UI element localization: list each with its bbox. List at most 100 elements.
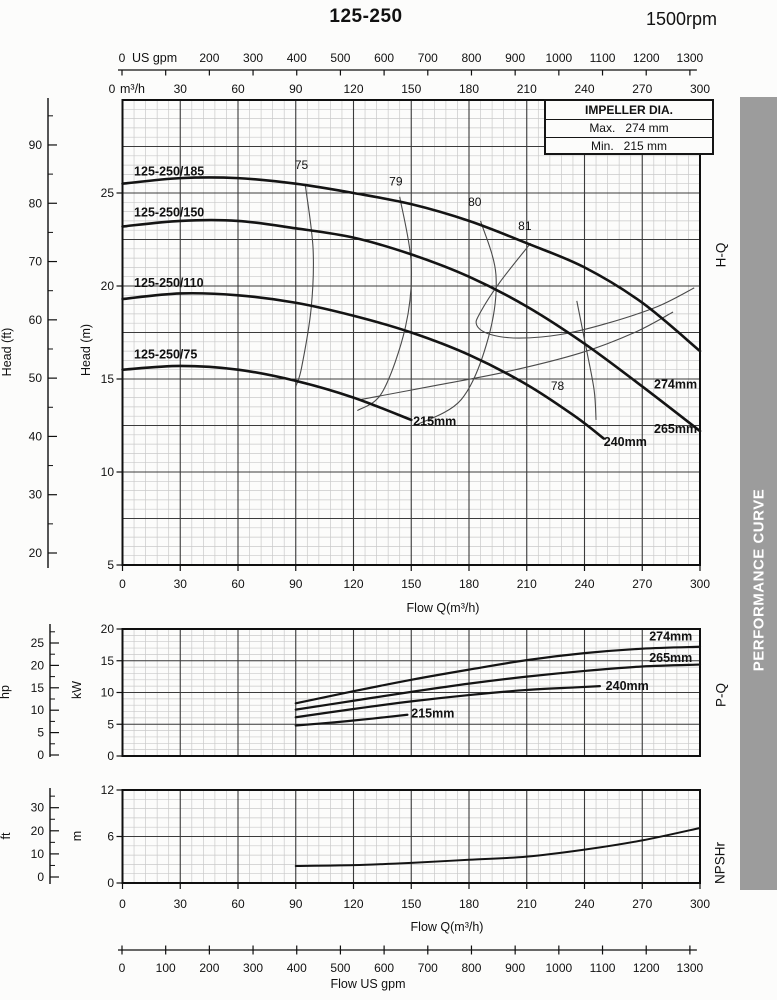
impeller-max-value: 274 mm <box>625 121 669 135</box>
tick-label: 5 <box>107 717 114 731</box>
tick-label: 30 <box>174 82 188 96</box>
impeller-dia-box: IMPELLER DIA. Max. 274 mm Min. 215 mm <box>544 99 714 155</box>
curve-label: 274mm <box>649 629 692 643</box>
tick-label: 400 <box>287 961 307 975</box>
efficiency-contour <box>414 220 497 426</box>
pump-speed-label: 1500rpm <box>646 9 718 29</box>
hq-chart: 5 10 15 20 25 Head (m) 0 30 60 90 120 150 180 210 240 2… <box>0 98 710 615</box>
tick-label: 60 <box>231 897 245 911</box>
tick-label: 900 <box>505 51 525 65</box>
tick-label: 0 <box>119 897 126 911</box>
impeller-max-row: Max. 274 mm <box>546 120 712 137</box>
bottom-usgpm-label: Flow US gpm <box>330 977 405 991</box>
tick-label: 25 <box>31 636 45 650</box>
hq-x-axis: 0 30 60 90 120 150 180 210 240 270 300 Flow Q(m³/h) <box>119 565 710 615</box>
tick-label: 15 <box>31 681 45 695</box>
tick-label: 80 <box>29 196 43 210</box>
tick-label: 210 <box>517 577 537 591</box>
tick-label: 60 <box>231 577 245 591</box>
tick-label: 0 <box>119 51 126 65</box>
tick-label: 90 <box>29 138 43 152</box>
curve-label: 265mm <box>649 651 692 665</box>
performance-curve-sidebar-label: PERFORMANCE CURVE <box>750 488 767 672</box>
tick-label: 1100 <box>590 51 616 65</box>
tick-label: 240 <box>574 897 594 911</box>
tick-label: 15 <box>101 372 115 386</box>
np-xlabel: Flow Q(m³/h) <box>411 920 484 934</box>
curve-NPSHr <box>294 826 701 867</box>
hq-y-axis: 5 10 15 20 25 Head (m) <box>79 186 123 572</box>
tick-label: 20 <box>101 622 115 636</box>
tick-label: 20 <box>29 546 43 560</box>
tick-label: 30 <box>31 801 45 815</box>
tick-label: 1000 <box>545 51 572 65</box>
impeller-min-label: Min. <box>590 139 614 153</box>
np-ylabel: m <box>70 831 84 841</box>
pq-grid-major <box>122 629 700 756</box>
curve-265mm <box>294 663 702 711</box>
tick-label: 700 <box>418 51 438 65</box>
curve-240mm <box>294 685 601 719</box>
bottom-axis-usgpm: 0 100 200 300 400 500 600 700 800 900 1000 1100 1200… <box>118 945 704 991</box>
tick-label: 10 <box>31 847 45 861</box>
efficiency-label: 79 <box>389 175 403 189</box>
tick-label: 6 <box>107 830 114 844</box>
efficiency-label: 78 <box>551 379 565 393</box>
efficiency-label: 81 <box>518 219 532 233</box>
tick-label: 5 <box>37 726 44 740</box>
tick-label: 120 <box>343 82 363 96</box>
tick-label: 240 <box>574 82 594 96</box>
efficiency-label: 75 <box>295 158 309 172</box>
tick-label: 800 <box>461 51 481 65</box>
tick-label: 240 <box>574 577 594 591</box>
curve-label: 125-250/185 <box>134 164 204 178</box>
curve-diameter-label: 274mm <box>654 377 697 391</box>
curve-diameter-label: 215mm <box>413 415 456 429</box>
tick-label: 10 <box>31 703 45 717</box>
hq-secondary-ylabel: Head (ft) <box>0 328 14 377</box>
tick-label: 1000 <box>545 961 572 975</box>
efficiency-contour <box>576 300 597 420</box>
tick-label: 270 <box>632 82 652 96</box>
tick-label: 0 <box>119 961 126 975</box>
tick-label: 0 <box>37 748 44 762</box>
top-axis-m3h: 0 m³/h 30 60 90 120 150 180 210 240 270 300 <box>109 82 711 96</box>
curve-label: 215mm <box>411 706 454 720</box>
tick-label: 0 <box>119 577 126 591</box>
np-x-axis: 0 30 60 90 120 150 180 210 240 270 300 Flow Q(m³/h) <box>119 883 710 934</box>
tick-label: 1100 <box>590 961 616 975</box>
tick-label: 210 <box>517 897 537 911</box>
tick-label: 150 <box>401 577 421 591</box>
pq-y-axis: 0 5 10 15 20 kW <box>70 622 123 763</box>
tick-label: 500 <box>330 961 350 975</box>
npshr-section-label: NPSHr <box>712 841 728 885</box>
tick-label: 70 <box>29 255 43 269</box>
tick-label: 500 <box>330 51 350 65</box>
np-grid-major <box>122 790 700 883</box>
tick-label: 1200 <box>633 51 660 65</box>
tick-label: 20 <box>31 658 45 672</box>
efficiency-contour <box>357 196 413 412</box>
tick-label: 300 <box>243 51 263 65</box>
tick-label: 400 <box>287 51 307 65</box>
tick-label: 25 <box>101 186 115 200</box>
tick-label: 150 <box>401 897 421 911</box>
hq-xlabel: Flow Q(m³/h) <box>407 601 480 615</box>
impeller-min-row: Min. 215 mm <box>546 137 712 155</box>
tick-label: 800 <box>461 961 481 975</box>
efficiency-label: 80 <box>468 195 482 209</box>
efficiency-contour <box>361 311 674 401</box>
tick-label: 270 <box>632 897 652 911</box>
impeller-dia-title: IMPELLER DIA. <box>546 101 712 120</box>
hq-section-label: H-Q <box>713 242 729 268</box>
curve-label: 125-250/110 <box>134 276 204 290</box>
efficiency-contour <box>475 242 695 339</box>
pq-ylabel: kW <box>70 681 84 699</box>
np-secondary-ruler: 0 10 20 30 ft <box>0 788 59 884</box>
tick-label: 150 <box>401 82 421 96</box>
tick-label: 180 <box>459 82 479 96</box>
hq-secondary-ruler: 20 30 40 50 60 70 80 90 Head (ft) <box>0 98 57 568</box>
np-secondary-ylabel: ft <box>0 832 13 839</box>
